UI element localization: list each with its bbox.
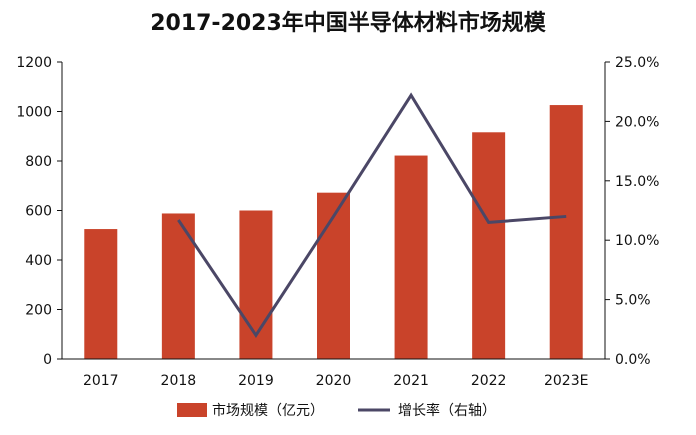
left-axis-ticks: 0 200 400 600 800 1000 1200: [16, 55, 62, 368]
chart-title: 2017-2023年中国半导体材料市场规模: [150, 10, 547, 36]
bar: [472, 132, 506, 359]
left-tick-label: 600: [25, 204, 52, 220]
legend-label-line: 增长率（右轴）: [398, 402, 496, 419]
growth-line: [177, 92, 567, 338]
x-axis-ticks: 2017 2018 2019 2020 2021 2022 2023E: [83, 373, 588, 389]
left-tick-label: 0: [43, 352, 52, 368]
right-tick-label: 15.0%: [615, 174, 659, 190]
x-tick-label: 2021: [393, 373, 429, 389]
bar: [394, 155, 428, 359]
x-tick-label: 2022: [471, 373, 507, 389]
x-tick-label: 2018: [161, 373, 197, 389]
right-tick-label: 25.0%: [615, 55, 659, 71]
left-tick-label: 800: [25, 154, 52, 170]
right-axis-ticks: 0.0% 5.0% 10.0% 15.0% 20.0% 25.0%: [605, 55, 659, 368]
right-tick-label: 10.0%: [615, 233, 659, 249]
left-tick-label: 1000: [16, 105, 52, 121]
bar: [549, 105, 583, 359]
left-tick-label: 1200: [16, 55, 52, 71]
bar: [84, 229, 118, 359]
x-tick-label: 2023E: [544, 373, 588, 389]
right-tick-label: 0.0%: [615, 352, 651, 368]
legend-swatch-bar: [177, 403, 207, 417]
legend-label-bar: 市场规模（亿元）: [212, 402, 324, 419]
line-series: [177, 92, 567, 338]
legend: 市场规模（亿元） 增长率（右轴）: [177, 402, 496, 419]
right-tick-label: 5.0%: [615, 293, 651, 309]
right-tick-label: 20.0%: [615, 114, 659, 130]
left-tick-label: 200: [25, 303, 52, 319]
x-tick-label: 2019: [238, 373, 274, 389]
bar: [317, 192, 350, 359]
bar-series: [84, 105, 583, 359]
left-tick-label: 400: [25, 253, 52, 269]
x-tick-label: 2020: [316, 373, 352, 389]
x-tick-label: 2017: [83, 373, 119, 389]
